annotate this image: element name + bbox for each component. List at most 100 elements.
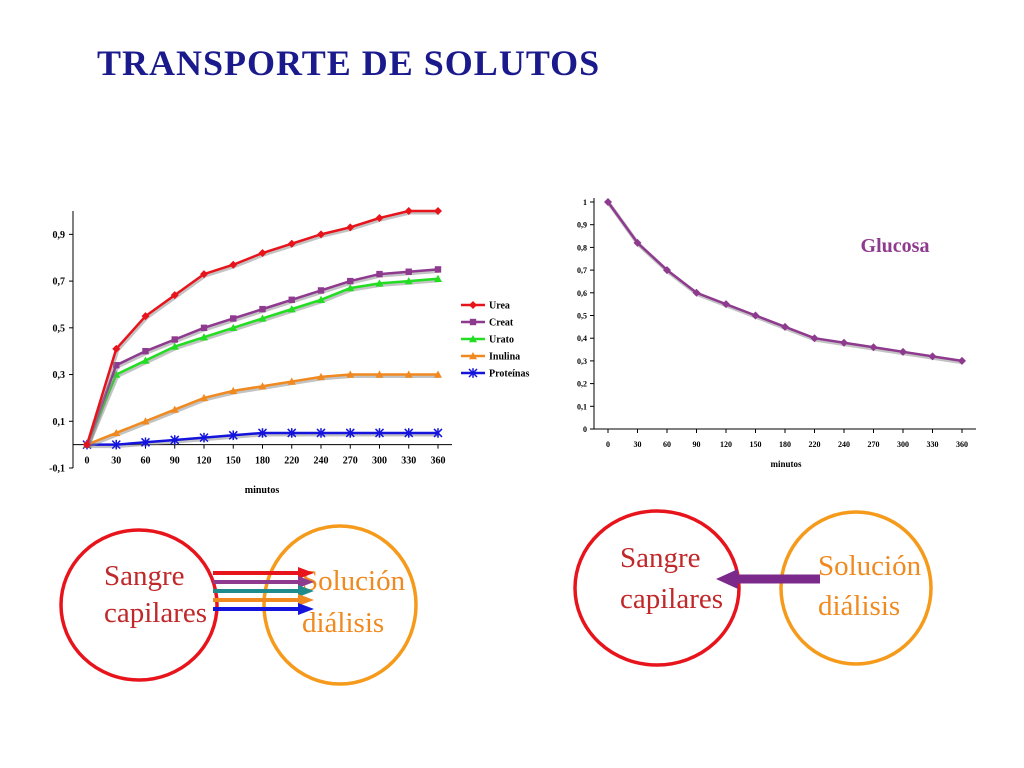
x-tick-label: 120: [197, 456, 212, 467]
data-point: [258, 382, 267, 390]
data-point: [404, 207, 413, 215]
series-shadow: [86, 268, 440, 447]
x-tick-label: 240: [838, 440, 850, 449]
x-tick-label: 30: [634, 440, 642, 449]
data-point: [200, 324, 208, 332]
blood-label-line2: capilares: [620, 583, 723, 615]
x-tick-label: 300: [372, 456, 387, 467]
y-tick-label: 0,9: [577, 221, 587, 230]
data-point: [317, 287, 325, 294]
data-point: [288, 296, 295, 303]
data-point: [229, 386, 238, 395]
x-tick-label: 30: [111, 456, 121, 467]
blood-label-line1: Sangre: [104, 560, 185, 592]
data-point: [633, 238, 642, 247]
data-point: [228, 430, 238, 441]
legend-label: Creat: [489, 318, 514, 329]
data-point: [317, 295, 325, 303]
data-point: [345, 428, 355, 438]
y-tick-label: 0,2: [577, 380, 587, 389]
blood-circle: [573, 509, 741, 667]
data-point: [404, 370, 413, 378]
solution-label-line2: diálisis: [818, 590, 900, 622]
x-tick-label: 180: [779, 440, 791, 449]
data-point: [142, 347, 149, 355]
data-point: [346, 284, 355, 292]
data-point: [287, 428, 297, 438]
data-point: [869, 343, 878, 352]
data-point: [316, 428, 326, 438]
y-tick-label: 0,3: [53, 370, 66, 381]
data-point: [346, 223, 355, 232]
data-point: [200, 393, 208, 402]
y-tick-label: 0,5: [577, 312, 587, 321]
data-point: [347, 277, 354, 285]
data-point: [200, 270, 208, 279]
proteinas-arrow-head: [298, 603, 314, 615]
data-point: [317, 372, 325, 381]
data-point: [258, 314, 267, 322]
x-tick-label: 90: [693, 440, 701, 449]
legend-label: Inulina: [489, 352, 520, 363]
x-tick-label: 150: [226, 456, 241, 467]
x-tick-label: 90: [170, 456, 180, 467]
y-tick-label: 0,1: [577, 402, 587, 411]
x-tick-label: 220: [284, 456, 299, 467]
data-point: [170, 342, 179, 350]
right-diffusion-diagram: Sangre capilares Solución diálisis: [573, 509, 933, 667]
legend-label: Urato: [489, 335, 514, 346]
x-tick-label: 330: [927, 440, 939, 449]
data-point: [434, 370, 442, 378]
y-tick-label: 0,7: [577, 266, 587, 275]
data-point: [170, 405, 179, 413]
data-point: [259, 305, 266, 313]
data-point: [375, 370, 384, 378]
data-point: [113, 362, 120, 369]
legend-marker: [469, 335, 477, 343]
solution-circle: [262, 524, 418, 686]
data-point: [781, 322, 789, 331]
solution-label-line1: Solución: [302, 565, 406, 597]
blood-circle: [59, 528, 219, 682]
data-point: [434, 207, 442, 215]
left-diffusion-diagram: Sangre capilares Solución diálisis: [59, 524, 418, 686]
urea-arrow-head: [298, 567, 314, 579]
data-point: [141, 356, 150, 364]
legend-marker: [469, 352, 477, 360]
data-point: [375, 279, 384, 287]
glucose-chart-axes: 0 0,1 0,2 0,3 0,4 0,5 0,6 0,7 0,8 0,9 1 0 30 60 90 120 1…: [577, 198, 976, 449]
data-point: [692, 288, 701, 297]
data-point: [171, 336, 178, 343]
data-point: [170, 435, 180, 445]
y-tick-label: 1: [583, 198, 587, 207]
y-tick-label: 0: [583, 425, 587, 434]
data-point: [375, 214, 384, 223]
data-point: [141, 417, 150, 425]
data-point: [112, 428, 121, 437]
glucose-chart: 0 0,1 0,2 0,3 0,4 0,5 0,6 0,7 0,8 0,9 1 0 30 60 90 120 1…: [577, 198, 976, 469]
solution-circle: [779, 510, 933, 666]
solution-label-line2: diálisis: [302, 607, 384, 639]
y-tick-label: 0,7: [53, 277, 66, 288]
data-point: [928, 352, 937, 361]
data-point: [83, 440, 91, 449]
x-tick-label: 270: [868, 440, 880, 449]
data-point: [433, 428, 443, 438]
glucose-line: [606, 201, 963, 363]
data-point: [141, 312, 150, 321]
blood-label-line1: Sangre: [620, 542, 701, 574]
legend-marker: [468, 368, 478, 378]
y-tick-label: -0,1: [49, 464, 65, 475]
data-point: [258, 249, 267, 258]
data-point: [374, 428, 385, 438]
data-point: [751, 311, 760, 320]
solutes-chart: -0,1 0,1 0,3 0,5 0,7 0,9 0 30 60 90 120 150 180 220 24…: [49, 207, 529, 496]
series-shadow: [607, 202, 964, 365]
data-point: [111, 439, 121, 450]
data-point: [899, 347, 907, 356]
x-tick-label: 300: [897, 440, 909, 449]
data-point: [317, 230, 325, 239]
inulina-arrow-head: [298, 594, 314, 606]
legend-marker: [469, 318, 477, 326]
